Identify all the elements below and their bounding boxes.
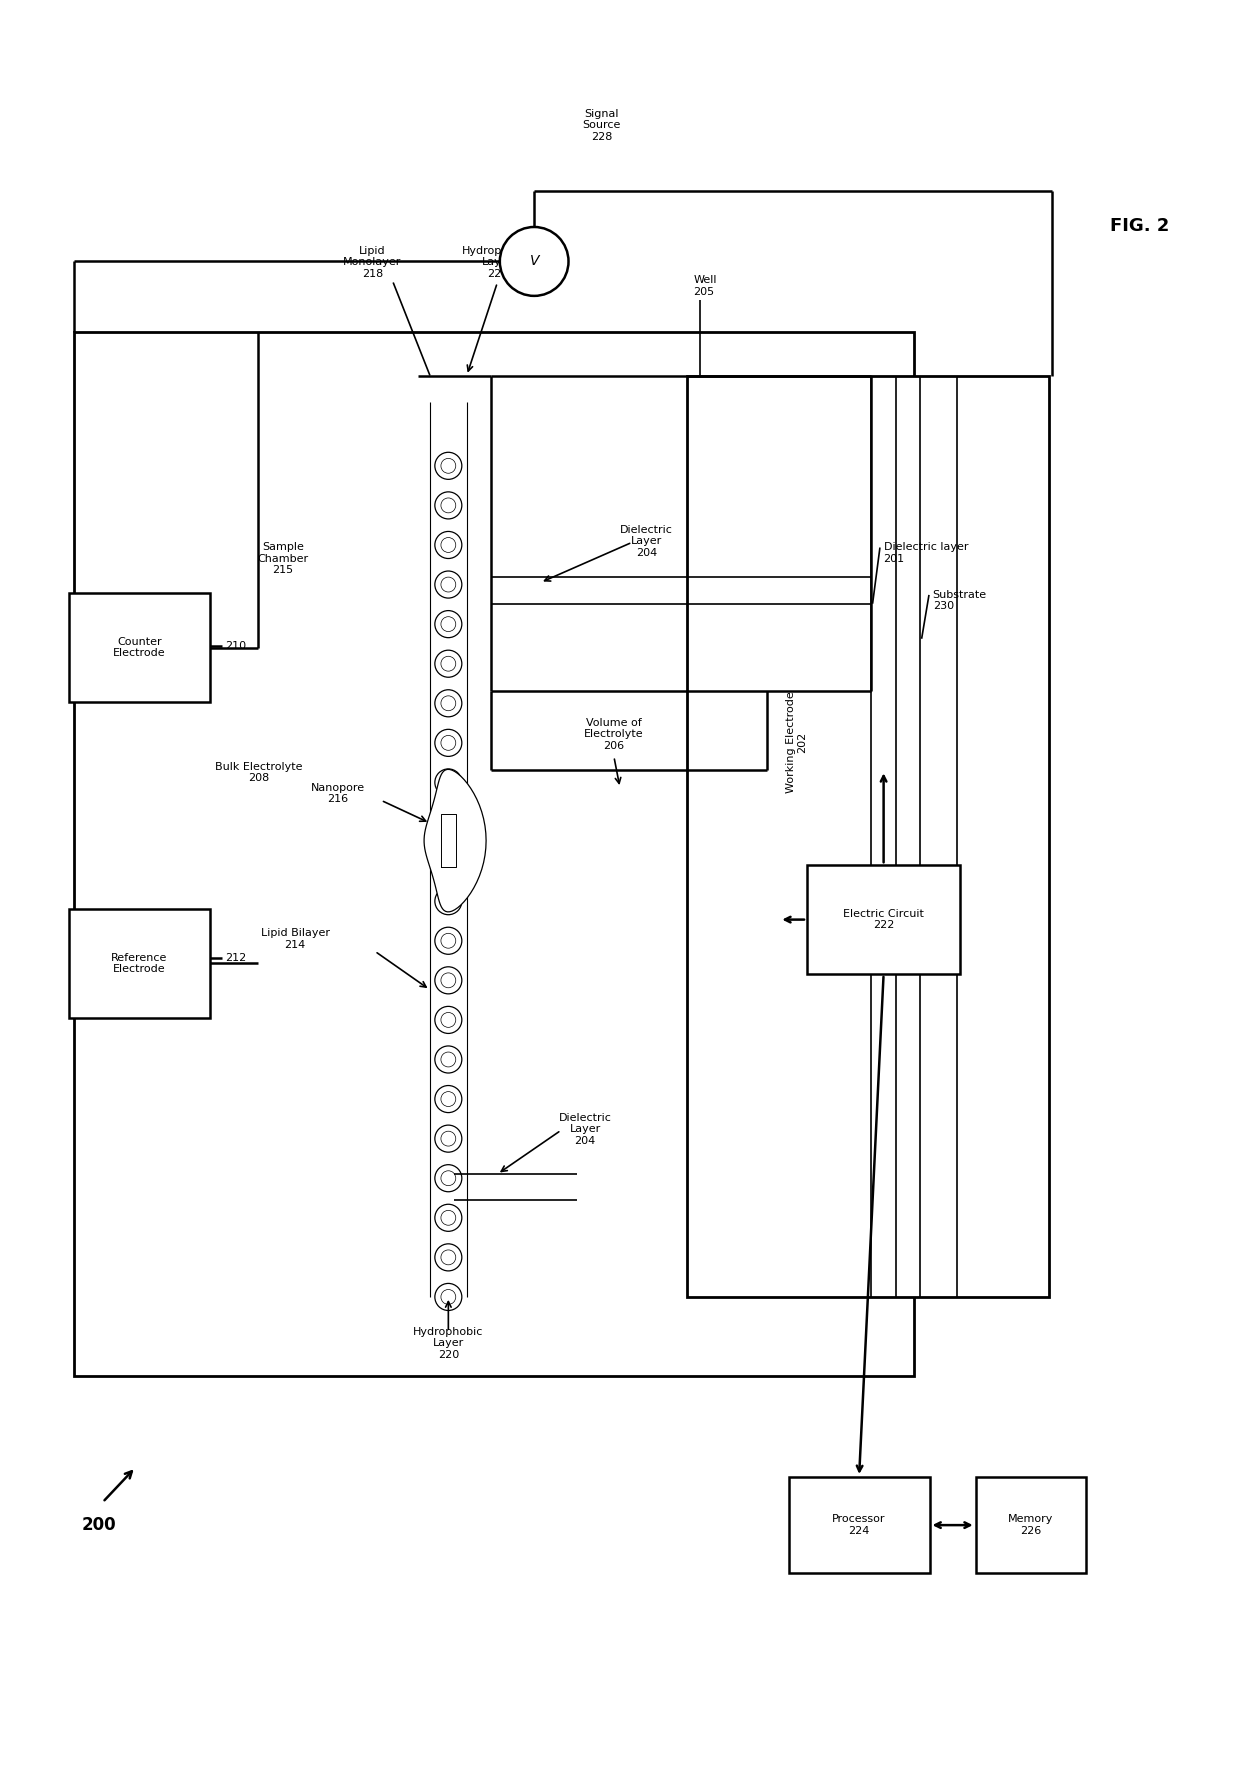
Text: Hydrophobic
Layer
220: Hydrophobic Layer 220 (463, 246, 532, 280)
Bar (976, 1477, 1086, 1573)
Bar (69, 593, 210, 702)
Text: 200: 200 (82, 1516, 117, 1534)
Text: 212: 212 (226, 953, 247, 962)
Text: Dielectric layer
201: Dielectric layer 201 (884, 543, 968, 564)
Text: Well
205: Well 205 (693, 274, 717, 297)
Text: Dielectric
Layer
204: Dielectric Layer 204 (620, 525, 673, 557)
Text: 210: 210 (226, 640, 247, 651)
Bar (69, 909, 210, 1017)
Text: Lipid Bilayer
214: Lipid Bilayer 214 (260, 929, 330, 950)
Text: Memory
226: Memory 226 (1008, 1514, 1054, 1535)
Text: Processor
224: Processor 224 (832, 1514, 885, 1535)
Ellipse shape (500, 226, 568, 295)
Bar (74, 331, 914, 1376)
Bar (687, 375, 1049, 1297)
Text: Electric Circuit
222: Electric Circuit 222 (843, 909, 924, 930)
Text: Hydrophobic
Layer
220: Hydrophobic Layer 220 (413, 1327, 484, 1360)
Bar (807, 865, 960, 975)
Text: Signal
Source
228: Signal Source 228 (583, 110, 621, 142)
Text: Nanopore
216: Nanopore 216 (311, 782, 365, 805)
Text: Bulk Electrolyte
208: Bulk Electrolyte 208 (215, 762, 303, 784)
Text: Counter
Electrode: Counter Electrode (113, 637, 166, 658)
Text: Volume of
Electrolyte
206: Volume of Electrolyte 206 (584, 718, 644, 752)
Text: Substrate
230: Substrate 230 (932, 589, 987, 612)
Text: V: V (529, 255, 539, 269)
Text: FIG. 2: FIG. 2 (1111, 218, 1169, 235)
Text: Working Electrode
202: Working Electrode 202 (785, 692, 807, 793)
Bar (789, 1477, 930, 1573)
Text: Dielectric
Layer
204: Dielectric Layer 204 (559, 1113, 611, 1146)
Polygon shape (424, 770, 486, 911)
Text: Lipid
Monolayer
218: Lipid Monolayer 218 (343, 246, 402, 280)
Text: Sample
Chamber
215: Sample Chamber 215 (257, 543, 309, 575)
Text: Reference
Electrode: Reference Electrode (112, 953, 167, 975)
